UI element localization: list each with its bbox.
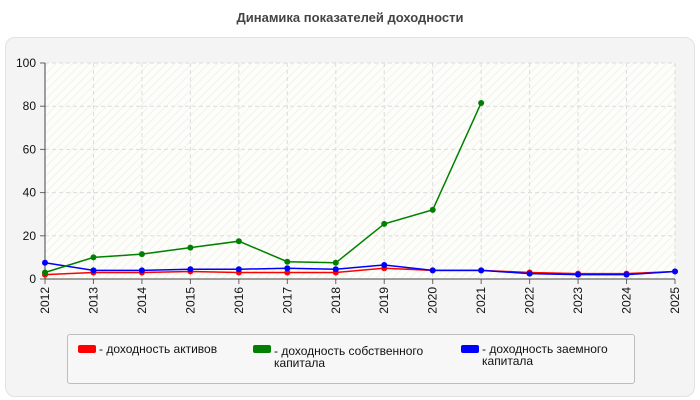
data-point-2: [623, 271, 630, 278]
x-tick-label: 2018: [329, 287, 343, 314]
data-point-2: [478, 267, 485, 274]
data-point-2: [672, 268, 678, 275]
data-point-2: [429, 267, 436, 274]
x-tick-label: 2017: [280, 287, 294, 314]
chart-legend: - доходность активов - доходность собств…: [67, 334, 635, 384]
x-tick-label: 2025: [668, 287, 682, 314]
y-tick-label: 100: [16, 56, 36, 70]
x-tick-label: 2020: [426, 287, 440, 314]
data-point-1: [381, 220, 388, 227]
data-point-2: [284, 265, 291, 272]
x-tick-label: 2012: [38, 287, 52, 314]
data-point-1: [138, 251, 145, 258]
x-tick-label: 2023: [571, 287, 585, 314]
data-point-2: [90, 267, 97, 274]
data-point-1: [187, 244, 194, 251]
data-point-1: [429, 206, 436, 213]
series-line-1: [44, 102, 482, 274]
x-tick-label: 2013: [86, 287, 100, 314]
x-tick-label: 2019: [377, 287, 391, 314]
data-point-1: [478, 99, 485, 106]
legend-label-equity: - доходность собственного капитала: [274, 344, 424, 370]
plot-area-hatch: [45, 63, 675, 279]
data-point-2: [381, 261, 388, 268]
x-tick-label: 2015: [183, 287, 197, 314]
data-point-2: [575, 271, 582, 278]
x-tick-label: 2024: [620, 287, 634, 314]
legend-label-assets: - доходность активов: [99, 342, 218, 356]
data-point-1: [90, 254, 97, 261]
data-point-0: [284, 269, 291, 276]
chart-title: Динамика показателей доходности: [236, 10, 464, 25]
legend-swatch-equity: [253, 345, 271, 353]
data-point-2: [332, 266, 339, 273]
y-tick-label: 40: [23, 186, 37, 200]
data-point-1: [235, 238, 242, 245]
data-point-2: [235, 266, 242, 273]
y-tick-label: 80: [23, 99, 37, 113]
legend-swatch-debt: [461, 345, 479, 353]
data-point-2: [42, 259, 48, 266]
series-line-2: [44, 262, 676, 276]
x-tick-label: 2014: [135, 287, 149, 314]
legend-swatch-assets: [78, 345, 96, 353]
series-line-0: [44, 267, 676, 276]
data-point-1: [42, 269, 48, 276]
data-point-2: [187, 266, 194, 273]
y-tick-label: 0: [29, 272, 36, 286]
x-tick-label: 2021: [474, 287, 488, 314]
y-tick-label: 60: [23, 142, 37, 156]
y-tick-label: 20: [23, 229, 37, 243]
data-point-2: [526, 270, 533, 277]
data-point-1: [284, 258, 291, 265]
x-tick-label: 2016: [232, 287, 246, 314]
x-tick-label: 2022: [523, 287, 537, 314]
legend-label-debt: - доходность заемного капитала: [482, 342, 608, 368]
data-point-1: [332, 259, 339, 266]
data-point-2: [138, 267, 145, 274]
